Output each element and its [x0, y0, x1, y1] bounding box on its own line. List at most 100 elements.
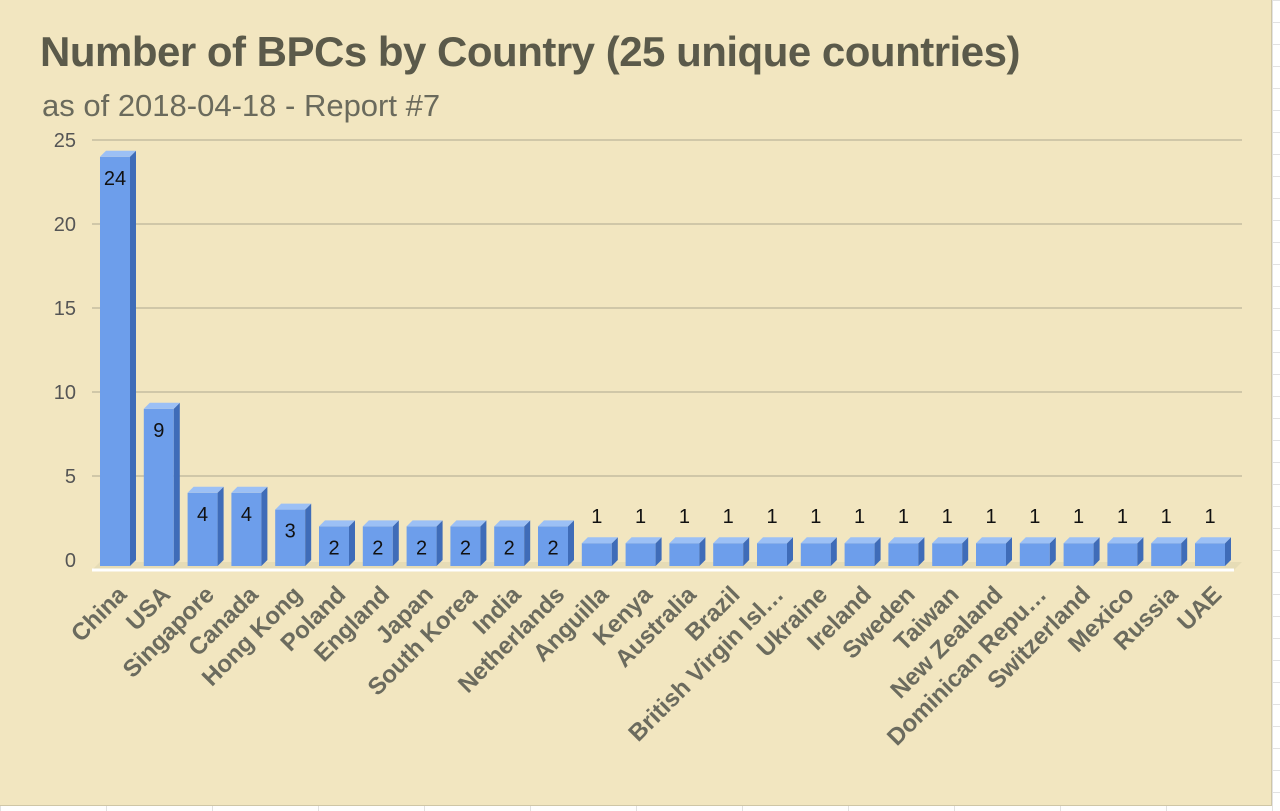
bar	[494, 520, 531, 566]
bar-front	[362, 526, 393, 566]
bar	[713, 537, 750, 566]
chart-subtitle: as of 2018-04-18 - Report #7	[42, 88, 441, 123]
y-tick-label: 25	[54, 130, 76, 152]
bar-side	[1006, 537, 1012, 566]
data-label: 1	[1117, 506, 1128, 528]
bar	[406, 520, 443, 566]
y-tick-label: 5	[65, 466, 76, 488]
bar-side	[568, 520, 574, 566]
bar-side	[1137, 537, 1144, 566]
bar	[1195, 537, 1231, 566]
bar-top	[581, 537, 618, 544]
bar	[669, 537, 706, 566]
bar	[625, 537, 662, 566]
bar-top	[187, 486, 224, 493]
data-label: 24	[104, 168, 126, 190]
bar	[143, 402, 180, 566]
bar	[844, 537, 881, 566]
bar-side	[217, 486, 224, 566]
bar-side	[130, 150, 136, 567]
bar-top	[1107, 537, 1144, 544]
bar-side	[305, 503, 312, 566]
bar-top	[1063, 537, 1100, 544]
bar	[1107, 537, 1144, 566]
bar-front	[1195, 543, 1225, 566]
data-label: 2	[547, 537, 558, 559]
bar-side	[1225, 537, 1231, 566]
data-label: 1	[723, 506, 734, 528]
bar-side	[480, 520, 487, 566]
y-tick-label: 0	[65, 550, 76, 572]
bar-side	[743, 537, 750, 566]
data-label: 1	[1073, 506, 1084, 528]
bar-front	[844, 543, 875, 566]
bar-top	[100, 150, 136, 157]
bar-top	[143, 402, 180, 409]
bar-front	[494, 526, 525, 566]
bar-side	[787, 537, 793, 566]
data-label: 1	[854, 506, 865, 528]
bar-top	[844, 537, 881, 544]
bar-side	[699, 537, 706, 566]
bar-top	[406, 520, 443, 527]
data-label: 1	[942, 506, 953, 528]
bar-front	[100, 156, 130, 567]
bar-top	[713, 537, 750, 544]
bar-side	[1049, 537, 1056, 566]
bar	[800, 537, 837, 566]
bar-side	[611, 537, 618, 566]
bar	[1019, 537, 1056, 566]
bar-top	[757, 537, 793, 544]
bar-front	[625, 543, 656, 566]
y-tick-label: 10	[54, 382, 76, 404]
bar-top	[1195, 537, 1231, 544]
bar	[581, 537, 618, 566]
bar-top	[625, 537, 662, 544]
bar-front	[231, 492, 262, 566]
data-label: 2	[504, 537, 515, 559]
bar-side	[392, 520, 399, 566]
category-label: UAE	[1172, 581, 1227, 636]
bar	[362, 520, 399, 566]
data-label: 1	[1204, 506, 1215, 528]
bar-side	[173, 402, 180, 566]
bar-front	[406, 526, 437, 566]
data-label: 1	[679, 506, 690, 528]
chart-title: Number of BPCs by Country (25 unique cou…	[40, 28, 1020, 75]
bar-top	[888, 537, 925, 544]
bar-side	[918, 537, 925, 566]
bar-side	[655, 537, 662, 566]
bar-side	[436, 520, 443, 566]
bar-top	[669, 537, 706, 544]
data-label: 1	[810, 506, 821, 528]
bar	[450, 520, 487, 566]
y-tick-label: 15	[54, 298, 76, 320]
bar	[319, 520, 355, 566]
bar-side	[524, 520, 531, 566]
bar-top	[1019, 537, 1056, 544]
bar-front	[800, 543, 831, 566]
bar-side	[1181, 537, 1188, 566]
bar-front	[187, 492, 218, 566]
data-label: 1	[985, 506, 996, 528]
bar-front	[1107, 543, 1138, 566]
bar-front	[581, 543, 612, 566]
data-label: 1	[635, 506, 646, 528]
bar-front	[319, 526, 349, 566]
data-label: 1	[766, 506, 777, 528]
bar-top	[494, 520, 531, 527]
bar-side	[349, 520, 355, 566]
bar-front	[932, 543, 963, 566]
data-label: 1	[1029, 506, 1040, 528]
bar-top	[976, 537, 1012, 544]
bar	[187, 486, 224, 566]
bar-front	[275, 509, 306, 566]
bar-top	[932, 537, 969, 544]
bar	[932, 537, 969, 566]
data-label: 2	[416, 537, 427, 559]
bar	[1063, 537, 1100, 566]
bar-top	[362, 520, 399, 527]
bar-side	[261, 486, 268, 566]
